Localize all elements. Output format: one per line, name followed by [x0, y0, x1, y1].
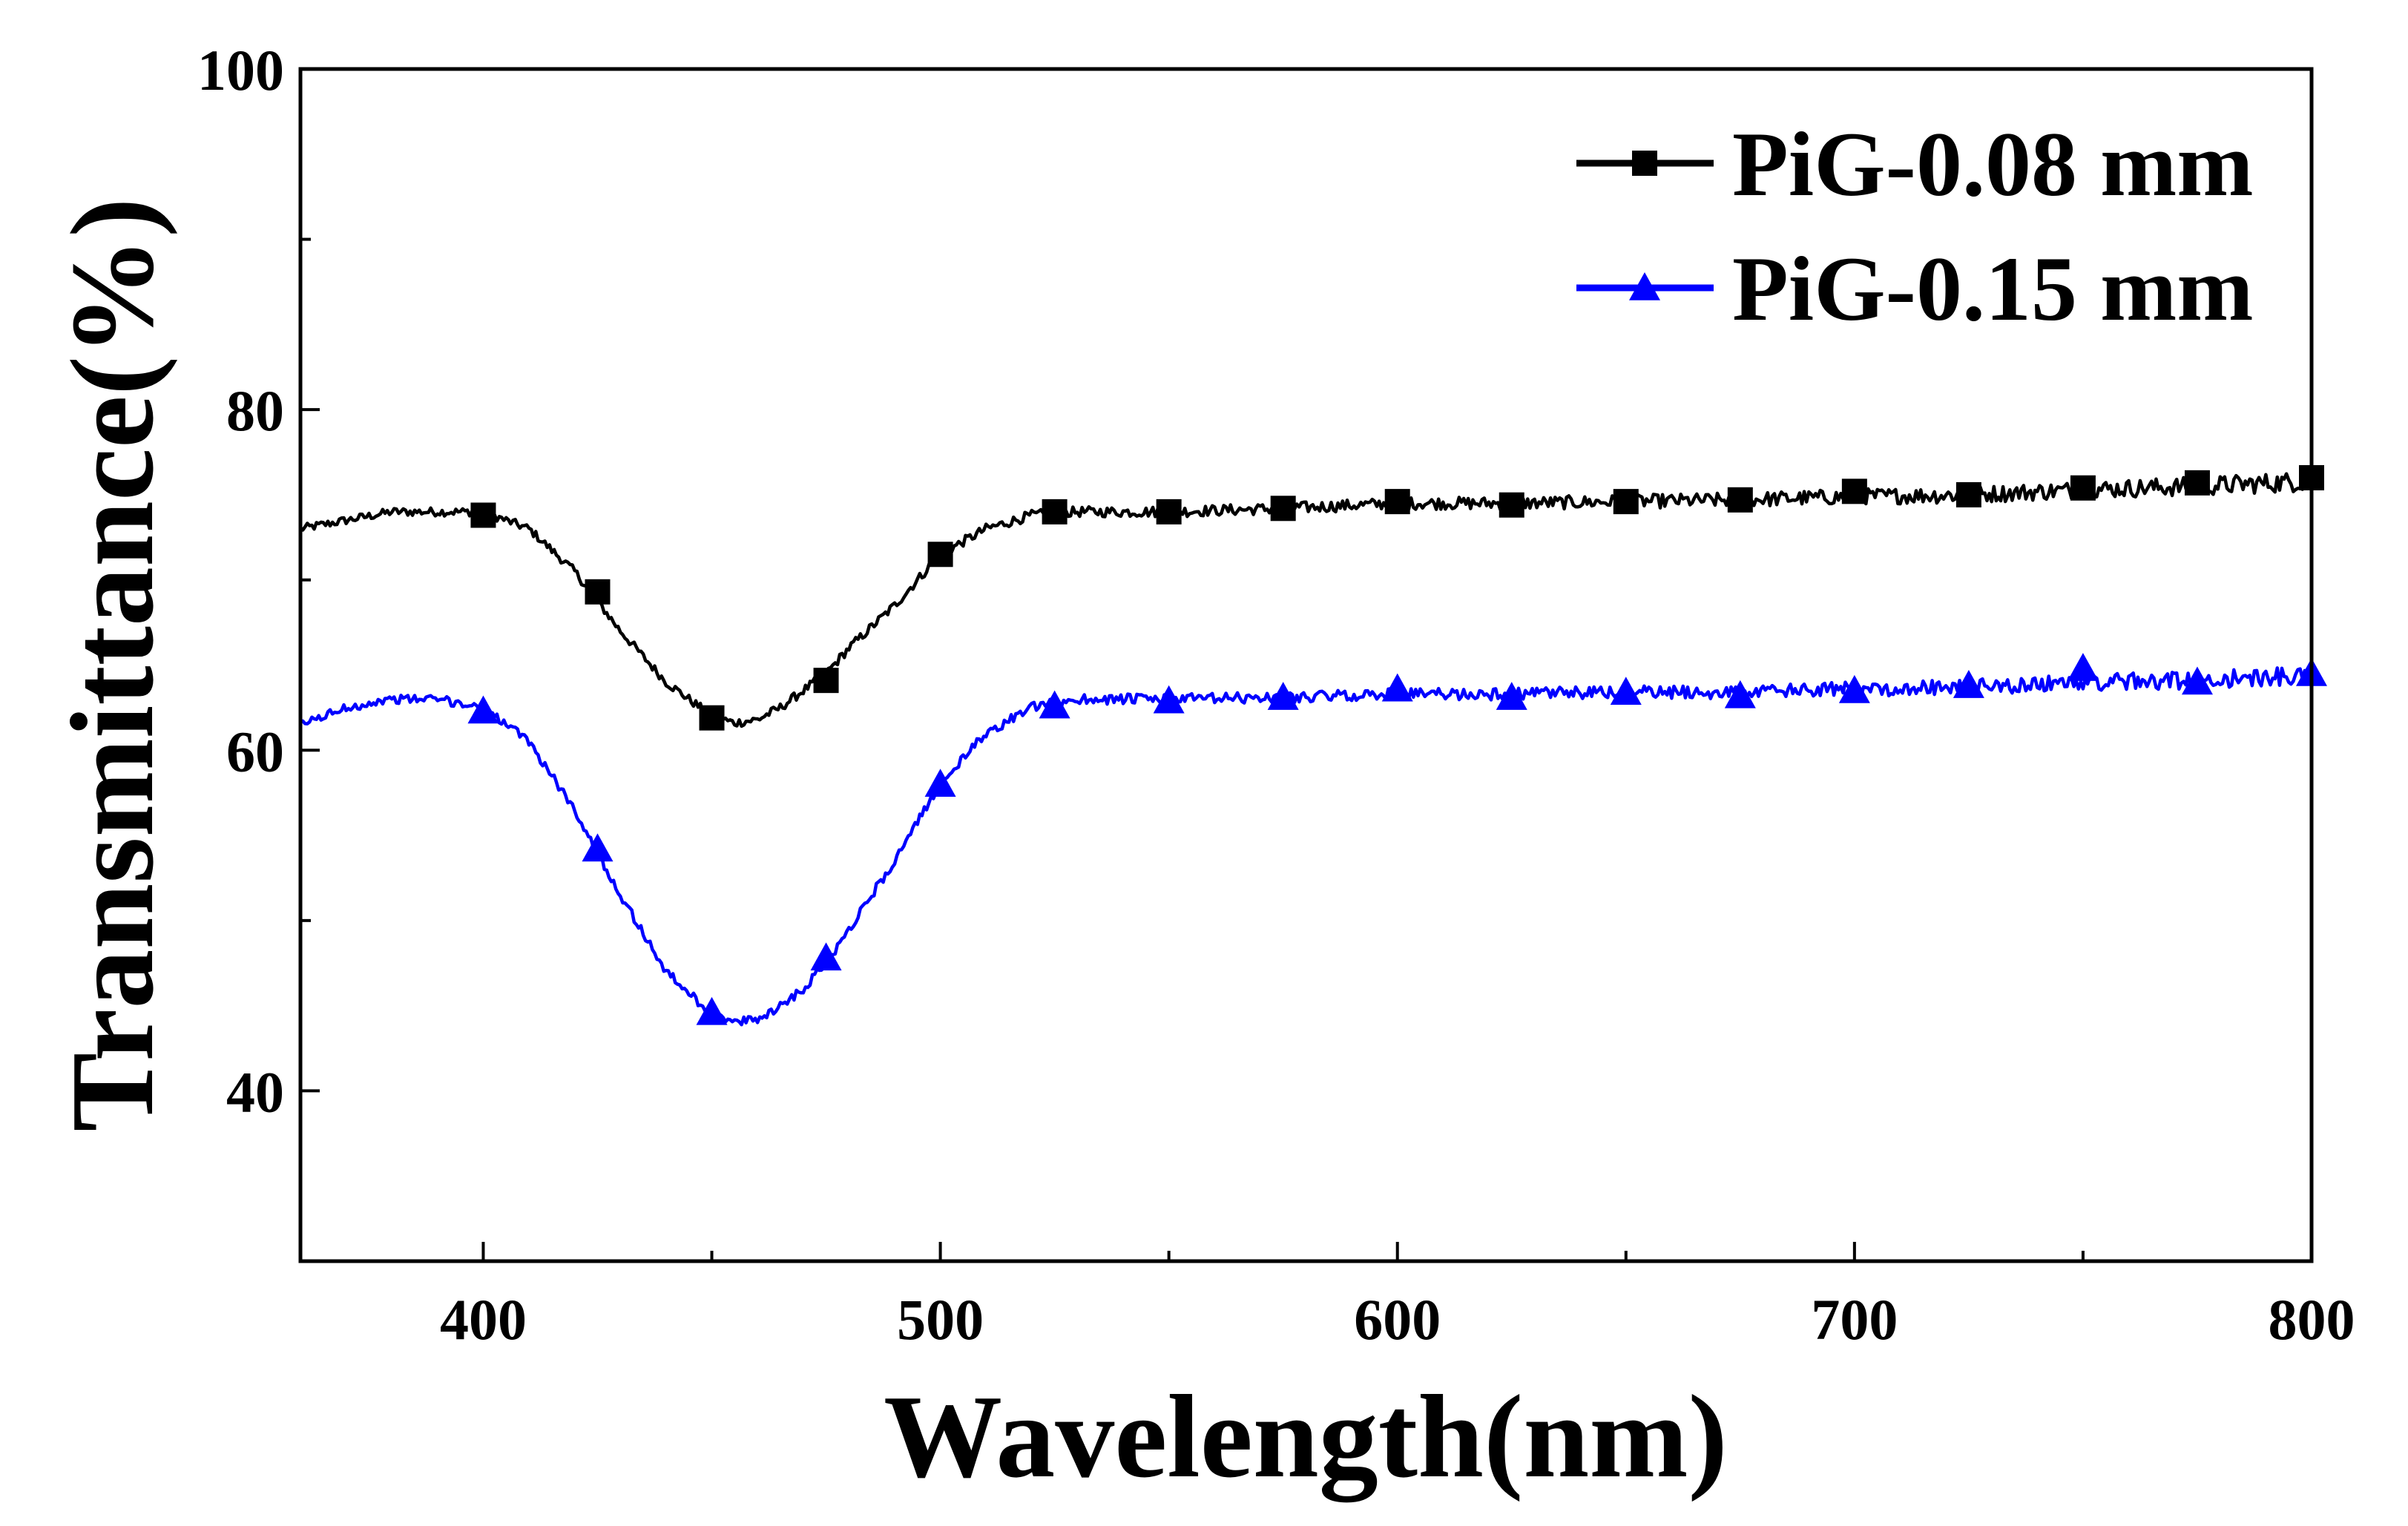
legend-marker-1 — [1632, 151, 1657, 176]
x-tick-label-800: 800 — [2269, 1287, 2355, 1352]
series-layer — [299, 464, 2327, 1027]
data-point-1-13 — [1841, 478, 1867, 504]
data-point-1-3 — [699, 705, 725, 731]
data-point-2-15 — [2067, 653, 2099, 681]
data-point-2-7 — [1153, 685, 1185, 714]
data-point-1-8 — [1270, 496, 1296, 522]
data-point-1-7 — [1156, 499, 1182, 524]
data-point-1-15 — [2070, 475, 2096, 501]
data-point-1-16 — [2184, 470, 2210, 496]
y-tick-label-100: 100 — [197, 38, 284, 102]
tick-layer: 400 500 600 700 800 40 60 80 100 — [197, 38, 2355, 1352]
data-point-2-8 — [1267, 682, 1299, 710]
legend-item-2: PiG-0.15 mm — [1576, 238, 2254, 340]
data-point-2-6 — [1039, 690, 1070, 719]
data-point-2-2 — [582, 833, 613, 862]
data-point-1-4 — [813, 668, 839, 694]
data-point-1-12 — [1727, 487, 1753, 513]
data-point-1-9 — [1384, 489, 1410, 515]
plot-frame — [298, 67, 2314, 1263]
data-point-1-1 — [470, 502, 496, 528]
x-tick-label-700: 700 — [1811, 1287, 1898, 1352]
y-tick-label-80: 80 — [226, 378, 284, 443]
data-point-2-16 — [2181, 666, 2213, 695]
data-point-1-5 — [927, 542, 953, 568]
data-point-2-13 — [1838, 674, 1870, 703]
x-tick-label-500: 500 — [897, 1287, 984, 1352]
legend: PiG-0.08 mm PiG-0.15 mm — [1576, 114, 2254, 340]
data-point-2-11 — [1610, 677, 1642, 706]
legend-label-1: PiG-0.08 mm — [1732, 114, 2254, 215]
data-point-1-14 — [1955, 481, 1981, 507]
series-1 — [299, 464, 2324, 731]
y-axis-title: Transmittance(%) — [46, 198, 178, 1132]
x-tick-label-400: 400 — [440, 1287, 527, 1352]
series-2 — [300, 653, 2327, 1027]
data-point-2-3 — [696, 996, 728, 1025]
x-tick-label-600: 600 — [1354, 1287, 1441, 1352]
y-tick-label-40: 40 — [226, 1059, 284, 1124]
data-point-1-11 — [1613, 489, 1639, 515]
data-point-2-9 — [1381, 673, 1413, 702]
x-axis-title: Wavelength(nm) — [884, 1370, 1728, 1503]
data-point-2-5 — [924, 769, 956, 797]
data-point-1-6 — [1042, 499, 1068, 524]
legend-label-2: PiG-0.15 mm — [1732, 238, 2254, 340]
legend-item-1: PiG-0.08 mm — [1576, 114, 2254, 215]
data-point-2-10 — [1496, 682, 1527, 710]
data-point-2-1 — [467, 695, 499, 724]
data-point-2-14 — [1953, 670, 1984, 698]
legend-marker-2 — [1629, 272, 1660, 300]
label-layer: Wavelength(nm) Transmittance(%) — [46, 198, 1728, 1503]
y-tick-label-60: 60 — [226, 719, 284, 783]
data-point-2-4 — [810, 942, 842, 971]
data-point-1-2 — [585, 579, 611, 605]
data-point-1-10 — [1499, 492, 1524, 518]
data-point-2-12 — [1724, 680, 1756, 708]
